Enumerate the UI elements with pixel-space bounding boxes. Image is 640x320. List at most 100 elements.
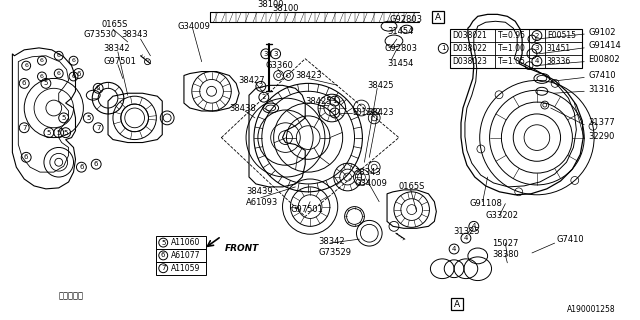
Text: 38342: 38342 xyxy=(103,44,130,53)
Text: 5: 5 xyxy=(47,130,51,136)
Text: 6: 6 xyxy=(76,70,81,76)
Text: 7: 7 xyxy=(22,125,26,131)
Text: G91108: G91108 xyxy=(470,199,503,208)
Text: 「後方図」: 「後方図」 xyxy=(59,292,84,301)
Text: 31316: 31316 xyxy=(588,85,615,94)
Text: 31454: 31454 xyxy=(387,27,413,36)
Text: 6: 6 xyxy=(94,161,99,167)
Bar xyxy=(451,298,463,310)
Text: 6: 6 xyxy=(40,74,44,79)
Text: 5: 5 xyxy=(63,130,68,136)
Text: G97501: G97501 xyxy=(103,57,136,66)
Text: E00802: E00802 xyxy=(588,55,620,64)
Text: A11060: A11060 xyxy=(171,238,200,247)
Bar xyxy=(156,236,205,249)
Text: 4: 4 xyxy=(464,235,468,241)
Text: G7410: G7410 xyxy=(588,71,616,80)
Text: 3: 3 xyxy=(534,45,539,52)
Text: 5: 5 xyxy=(86,115,90,121)
Text: 3: 3 xyxy=(273,51,278,57)
Text: 38343: 38343 xyxy=(355,168,381,177)
Text: 6: 6 xyxy=(22,80,26,86)
Text: 6: 6 xyxy=(96,85,100,91)
Text: G34009: G34009 xyxy=(177,22,210,31)
Text: A: A xyxy=(454,300,460,309)
Text: 15027: 15027 xyxy=(493,239,519,248)
Text: 7: 7 xyxy=(96,125,100,131)
Text: 31454: 31454 xyxy=(387,59,413,68)
Bar xyxy=(156,249,205,262)
Text: E00515: E00515 xyxy=(547,31,576,40)
Text: 6: 6 xyxy=(24,63,28,68)
Text: 6: 6 xyxy=(24,154,28,160)
Text: 31377: 31377 xyxy=(588,118,615,127)
Text: 31325: 31325 xyxy=(453,227,479,236)
Text: 6: 6 xyxy=(79,164,84,170)
Text: 6: 6 xyxy=(57,53,61,58)
Text: G7410: G7410 xyxy=(557,235,584,244)
Text: T=1.00: T=1.00 xyxy=(497,44,525,53)
Text: 38423: 38423 xyxy=(367,108,394,117)
Text: G92803: G92803 xyxy=(389,15,422,24)
Text: 38343: 38343 xyxy=(121,29,148,39)
Text: 38336: 38336 xyxy=(547,57,571,66)
Text: 1: 1 xyxy=(441,45,445,52)
Text: 38425: 38425 xyxy=(305,97,332,106)
Text: A61077: A61077 xyxy=(171,251,200,260)
Text: G91414: G91414 xyxy=(588,41,621,51)
Text: G33202: G33202 xyxy=(486,211,518,220)
Text: 38380: 38380 xyxy=(493,251,519,260)
Text: G73530: G73530 xyxy=(83,29,116,39)
Text: 1: 1 xyxy=(333,98,337,104)
Text: A190001258: A190001258 xyxy=(567,305,616,314)
Text: T=1.05: T=1.05 xyxy=(497,57,525,66)
Bar xyxy=(450,29,582,68)
Text: FRONT: FRONT xyxy=(225,244,259,252)
Text: 6: 6 xyxy=(72,74,76,79)
Text: G9102: G9102 xyxy=(588,28,616,36)
Text: 6: 6 xyxy=(72,58,76,63)
Text: 38423: 38423 xyxy=(295,71,322,80)
Text: 38342: 38342 xyxy=(318,236,345,246)
Text: G92803: G92803 xyxy=(384,44,417,53)
Text: 7: 7 xyxy=(161,265,166,271)
Text: 5: 5 xyxy=(161,240,165,246)
Text: 1: 1 xyxy=(333,110,337,116)
Text: 38438: 38438 xyxy=(229,104,256,113)
Text: 31451: 31451 xyxy=(547,44,571,53)
Text: 3: 3 xyxy=(264,51,268,57)
Text: 4: 4 xyxy=(472,223,476,229)
Text: D038022: D038022 xyxy=(452,44,487,53)
Text: 38100: 38100 xyxy=(272,4,299,13)
Text: G97501: G97501 xyxy=(291,205,323,214)
Text: E01202: E01202 xyxy=(353,108,381,117)
Text: D038023: D038023 xyxy=(452,57,487,66)
Text: A61093: A61093 xyxy=(246,198,278,207)
Bar xyxy=(156,262,205,275)
Text: 5: 5 xyxy=(61,115,66,121)
Text: 0165S: 0165S xyxy=(399,182,425,191)
Text: 4: 4 xyxy=(452,246,456,252)
Text: G73529: G73529 xyxy=(318,248,351,258)
Bar xyxy=(433,12,444,23)
Text: 38100: 38100 xyxy=(257,0,284,9)
Text: 38439: 38439 xyxy=(246,187,273,196)
Text: 4: 4 xyxy=(534,58,539,64)
Text: A: A xyxy=(435,13,442,22)
Text: G3360: G3360 xyxy=(266,61,294,70)
Text: 32290: 32290 xyxy=(588,132,614,141)
Text: 0165S: 0165S xyxy=(101,20,127,29)
Text: G34009: G34009 xyxy=(355,180,387,188)
Text: 5: 5 xyxy=(56,130,61,136)
Text: 5: 5 xyxy=(44,80,48,86)
Text: A11059: A11059 xyxy=(171,264,200,273)
Text: 6: 6 xyxy=(40,58,44,63)
Text: 38425: 38425 xyxy=(367,81,394,90)
Text: 6: 6 xyxy=(161,252,166,259)
Text: T=0.95: T=0.95 xyxy=(497,31,525,40)
Text: 38427: 38427 xyxy=(238,76,265,85)
Text: D038021: D038021 xyxy=(452,31,487,40)
Text: 6: 6 xyxy=(57,71,61,76)
Text: 2: 2 xyxy=(534,33,539,38)
Text: 2: 2 xyxy=(259,83,263,89)
